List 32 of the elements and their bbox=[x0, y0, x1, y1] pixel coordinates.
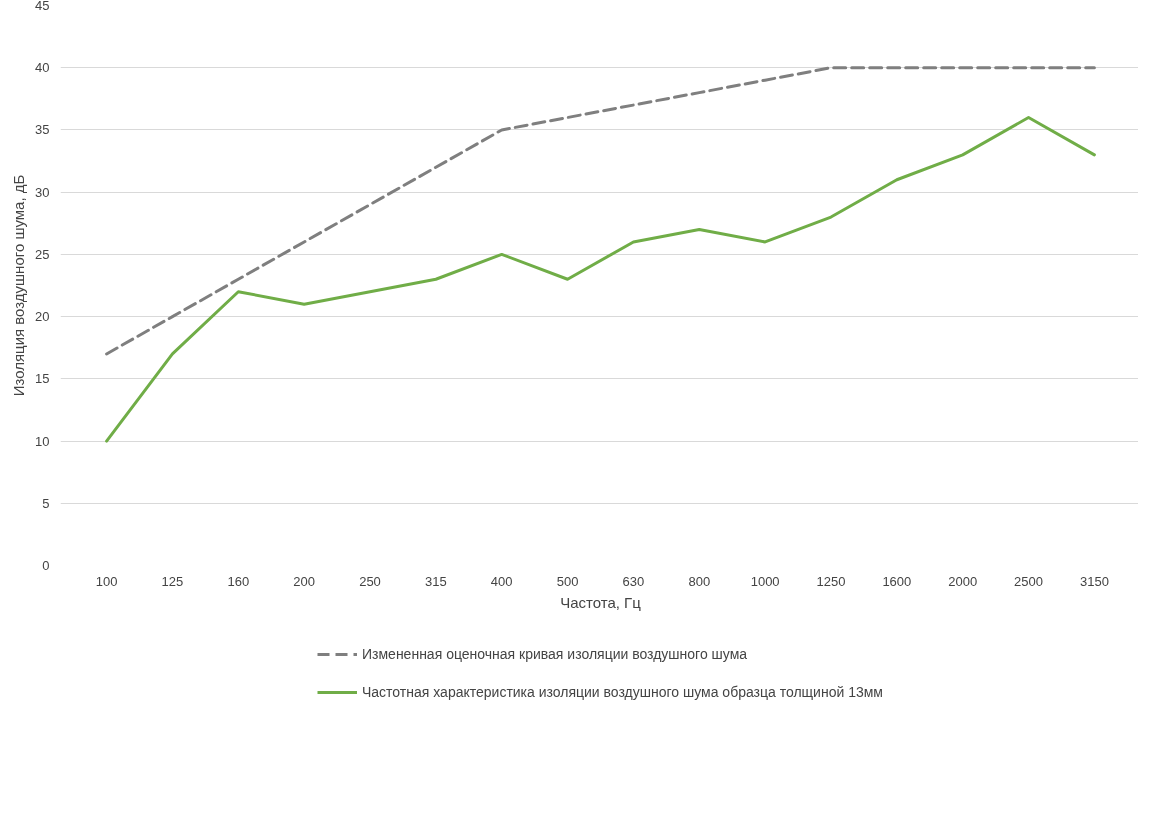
x-tick-label: 1600 bbox=[882, 573, 912, 589]
y-tick-label: 40 bbox=[35, 60, 50, 76]
x-tick-label: 100 bbox=[95, 573, 118, 589]
x-tick-label: 3150 bbox=[1079, 573, 1109, 589]
x-tick-label: 125 bbox=[161, 573, 184, 589]
y-tick-label: 45 bbox=[35, 0, 50, 13]
x-tick-label: 1000 bbox=[750, 573, 780, 589]
y-tick-label: 5 bbox=[42, 495, 50, 511]
y-axis-title: Изоляция воздушного шума, дБ bbox=[10, 174, 28, 397]
y-tick-label: 15 bbox=[35, 371, 50, 387]
y-tick-label: 35 bbox=[35, 122, 50, 138]
y-tick-label: 20 bbox=[35, 309, 50, 325]
y-tick-label: 10 bbox=[35, 433, 50, 449]
x-tick-label: 500 bbox=[556, 573, 579, 589]
line-series bbox=[105, 66, 1096, 356]
y-tick-label: 25 bbox=[35, 246, 50, 262]
x-tick-label: 400 bbox=[490, 573, 513, 589]
x-tick-label: 2500 bbox=[1014, 573, 1044, 589]
line-series bbox=[105, 116, 1096, 443]
y-tick-label: 0 bbox=[42, 558, 50, 573]
x-tick-label: 250 bbox=[359, 573, 381, 589]
x-tick-label: 315 bbox=[425, 573, 447, 589]
legend-label: Измененная оценочная кривая изоляции воздушного шума bbox=[362, 646, 748, 662]
x-tick-label: 1250 bbox=[816, 573, 846, 589]
y-tick-label: 30 bbox=[35, 184, 50, 200]
legend-label: Частотная характеристика изоляции воздушного шума образца толщиной 13мм bbox=[362, 684, 883, 700]
x-tick-label: 800 bbox=[688, 573, 711, 589]
x-axis-title: Частота, Гц bbox=[560, 593, 642, 611]
x-tick-label: 630 bbox=[622, 573, 645, 589]
x-tick-label: 160 bbox=[227, 573, 250, 589]
x-tick-label: 200 bbox=[293, 573, 316, 589]
x-tick-label: 2000 bbox=[948, 573, 978, 589]
